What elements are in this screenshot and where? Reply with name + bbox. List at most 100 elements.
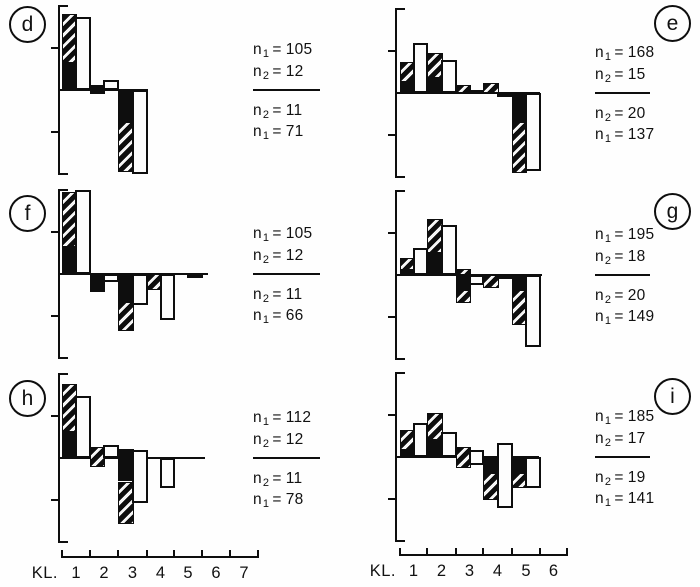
n-label-d-above-0: n1 = 105 [253, 41, 312, 60]
bar-i-kl3-b-seg0 [469, 449, 484, 465]
y-axis-tick-d [51, 131, 58, 133]
n-label-g-below-1-eq: = [614, 308, 624, 325]
bar-e-kl3-b-seg0 [469, 89, 484, 94]
x-axis-number-left-4: 5 [183, 564, 193, 582]
n-label-e-below-1: n1 = 137 [595, 126, 654, 145]
bar-f-kl2-b-seg0 [103, 274, 119, 282]
n-label-separator-h [253, 457, 320, 459]
y-axis-tick-i [388, 414, 395, 416]
y-axis-tick-f [51, 315, 58, 317]
bar-h-kl1-b-seg0 [75, 395, 91, 458]
n-label-d-above-0-label: n [253, 41, 262, 58]
n-label-h-below-0-label: n [253, 470, 262, 487]
bar-e-kl4-a-seg0 [483, 82, 499, 93]
n-label-g-above-1-value: 18 [627, 248, 646, 265]
n-label-e-below-1-value: 137 [627, 126, 655, 143]
y-axis-tick-e [388, 50, 395, 52]
n-label-e-below-1-label: n [595, 126, 604, 143]
n-label-g-below-0-sub: 2 [604, 294, 612, 306]
n-label-e-above-0-value: 168 [627, 44, 655, 61]
bar-d-kl2-b-seg0 [103, 79, 119, 90]
panel-letter-circle-g: g [654, 193, 691, 230]
n-label-h-below-0: n2 = 11 [253, 470, 302, 489]
n-label-g-above-1-label: n [595, 248, 604, 265]
n-label-d-below-1-eq: = [272, 123, 282, 140]
x-axis-number-left-6: 7 [239, 564, 249, 582]
n-label-h-above-0-sub: 1 [262, 416, 270, 428]
n-label-d-above-1-value: 12 [285, 63, 304, 80]
bar-h-kl3-b-seg0 [132, 450, 148, 503]
y-axis-bottom-bracket-f [58, 357, 68, 359]
n-label-d-above-1-sub: 2 [262, 70, 270, 82]
panel-letter-circle-i: i [654, 378, 691, 415]
n-label-g-below-0-eq: = [614, 287, 624, 304]
n-label-f-below-1-value: 66 [285, 307, 304, 324]
n-label-f-above-1-label: n [253, 247, 262, 264]
n-label-h-below-1-label: n [253, 491, 262, 508]
n-label-f-above-0-eq: = [272, 225, 282, 242]
x-axis-tick-left-0 [61, 550, 63, 557]
n-label-h-below-1-sub: 1 [262, 498, 270, 510]
bar-h-kl4-b-seg0 [160, 458, 175, 488]
n-label-e-above-1-eq: = [614, 66, 624, 83]
n-label-e-above-1-value: 15 [627, 66, 646, 83]
x-axis-right [399, 554, 568, 556]
x-axis-number-right-3: 4 [492, 562, 503, 580]
y-axis-tick-h [51, 499, 58, 501]
bar-i-kl2-b-seg0 [441, 431, 457, 457]
n-label-h-above-1-eq: = [272, 431, 282, 448]
n-label-f-below-0: n2 = 11 [253, 286, 302, 305]
n-label-d-below-0-sub: 2 [262, 109, 270, 121]
x-axis-tick-right-0 [399, 548, 401, 555]
n-label-i-above-1-value: 17 [627, 430, 646, 447]
bar-e-kl2-b-seg0 [441, 59, 457, 93]
n-label-f-below-1-eq: = [272, 307, 282, 324]
panel-letter-d: d [21, 12, 34, 36]
y-axis-bottom-bracket-e [395, 176, 405, 178]
n-label-d-above-1: n2 = 12 [253, 63, 304, 82]
n-label-i-above-1-label: n [595, 430, 604, 447]
n-label-i-below-1: n1 = 141 [595, 490, 654, 509]
n-label-i-above-1-eq: = [614, 430, 624, 447]
n-label-d-below-0-label: n [253, 102, 262, 119]
x-axis-tick-left-5 [201, 550, 203, 557]
zero-line-e [396, 92, 540, 94]
panel-letter-f: f [24, 201, 31, 225]
y-axis-tick-g [388, 232, 395, 234]
x-axis-number-left-1: 2 [99, 564, 109, 582]
n-label-i-below-0-sub: 2 [604, 476, 612, 488]
y-axis-top-bracket-g [395, 190, 405, 192]
bar-d-kl1-b-seg0 [75, 16, 91, 90]
bar-i-kl4-b-seg0 [497, 443, 513, 508]
n-label-f-below-1-sub: 1 [262, 314, 270, 326]
n-label-h-below-1-eq: = [272, 491, 282, 508]
n-label-i-below-0-value: 19 [627, 469, 646, 486]
n-label-h-below-0-eq: = [272, 470, 282, 487]
bar-e-kl4-b-seg0 [497, 93, 513, 97]
n-label-h-above-0-value: 112 [285, 409, 312, 426]
n-label-separator-i [595, 456, 650, 458]
x-axis-number-right-2: 3 [464, 562, 475, 580]
n-label-g-below-0-value: 20 [627, 287, 646, 304]
x-axis-left [61, 556, 259, 558]
n-label-h-above-0-label: n [253, 409, 262, 426]
y-axis-tick-h [51, 415, 58, 417]
bar-h-kl2-b-seg0 [103, 445, 119, 458]
n-label-g-above-0-sub: 1 [604, 233, 612, 245]
n-label-i-above-0-value: 185 [627, 408, 655, 425]
n-label-f-above-0-label: n [253, 225, 262, 242]
n-label-h-above-0: n1 = 112 [253, 409, 311, 428]
y-axis-bottom-bracket-g [395, 358, 405, 360]
n-label-g-below-1: n1 = 149 [595, 308, 654, 327]
n-label-f-below-1-label: n [253, 307, 262, 324]
bar-g-kl3-b-seg0 [469, 275, 484, 286]
n-label-e-below-0-sub: 2 [604, 112, 612, 124]
panel-letter-circle-d: d [9, 6, 46, 43]
n-label-h-below-1: n1 = 78 [253, 491, 304, 510]
n-label-g-below-1-sub: 1 [604, 315, 612, 327]
bar-f-kl4-b-seg0 [160, 274, 175, 321]
y-axis-tick-g [388, 316, 395, 318]
n-label-h-below-1-value: 78 [285, 491, 304, 508]
n-label-i-below-0: n2 = 19 [595, 469, 646, 488]
